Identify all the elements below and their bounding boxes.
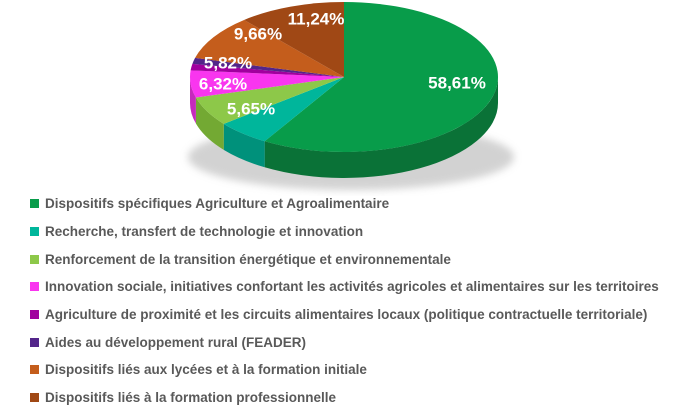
legend-label: Renforcement de la transition énergétiqu… <box>45 251 451 267</box>
percent-label: 5,82% <box>204 54 252 73</box>
legend-label: Aides au développement rural (FEADER) <box>45 334 307 350</box>
pie-side-walls <box>190 77 498 178</box>
legend-swatch <box>30 310 39 320</box>
legend-swatch <box>30 199 39 209</box>
percent-label: 11,24% <box>288 10 345 29</box>
pie-percent-labels: 58,61% 5,65% 6,32% 5,82% 9,66% 11,24% <box>199 10 486 119</box>
legend-item: Innovation sociale, initiatives conforta… <box>30 273 696 301</box>
legend-item: Dispositifs liés à la formation professi… <box>30 384 696 412</box>
legend-label: Innovation sociale, initiatives conforta… <box>45 279 659 295</box>
legend-item: Agriculture de proximité et les circuits… <box>30 301 696 329</box>
legend-item: Dispositifs spécifiques Agriculture et A… <box>30 190 696 218</box>
legend: Dispositifs spécifiques Agriculture et A… <box>30 190 696 412</box>
legend-label: Dispositifs liés à la formation professi… <box>45 390 337 406</box>
legend-swatch <box>30 282 39 292</box>
legend-label: Dispositifs liés aux lycées et à la form… <box>45 362 367 378</box>
legend-swatch <box>30 254 39 264</box>
percent-label: 9,66% <box>234 25 282 44</box>
legend-swatch <box>30 393 39 403</box>
percent-label: 6,32% <box>199 75 247 94</box>
legend-item: Dispositifs liés aux lycées et à la form… <box>30 356 696 384</box>
legend-item: Renforcement de la transition énergétiqu… <box>30 245 696 273</box>
pie-slices <box>190 2 499 152</box>
legend-swatch <box>30 365 39 375</box>
percent-label: 58,61% <box>428 74 486 93</box>
legend-label: Recherche, transfert de technologie et i… <box>45 224 364 240</box>
legend-item: Aides au développement rural (FEADER) <box>30 328 696 356</box>
legend-label: Agriculture de proximité et les circuits… <box>45 307 648 323</box>
legend-item: Recherche, transfert de technologie et i… <box>30 218 696 246</box>
percent-label: 5,65% <box>227 100 275 119</box>
pie-chart-3d: 58,61% 5,65% 6,32% 5,82% 9,66% 11,24% <box>188 2 514 190</box>
legend-swatch <box>30 337 39 347</box>
legend-label: Dispositifs spécifiques Agriculture et A… <box>45 196 390 212</box>
legend-swatch <box>30 227 39 237</box>
